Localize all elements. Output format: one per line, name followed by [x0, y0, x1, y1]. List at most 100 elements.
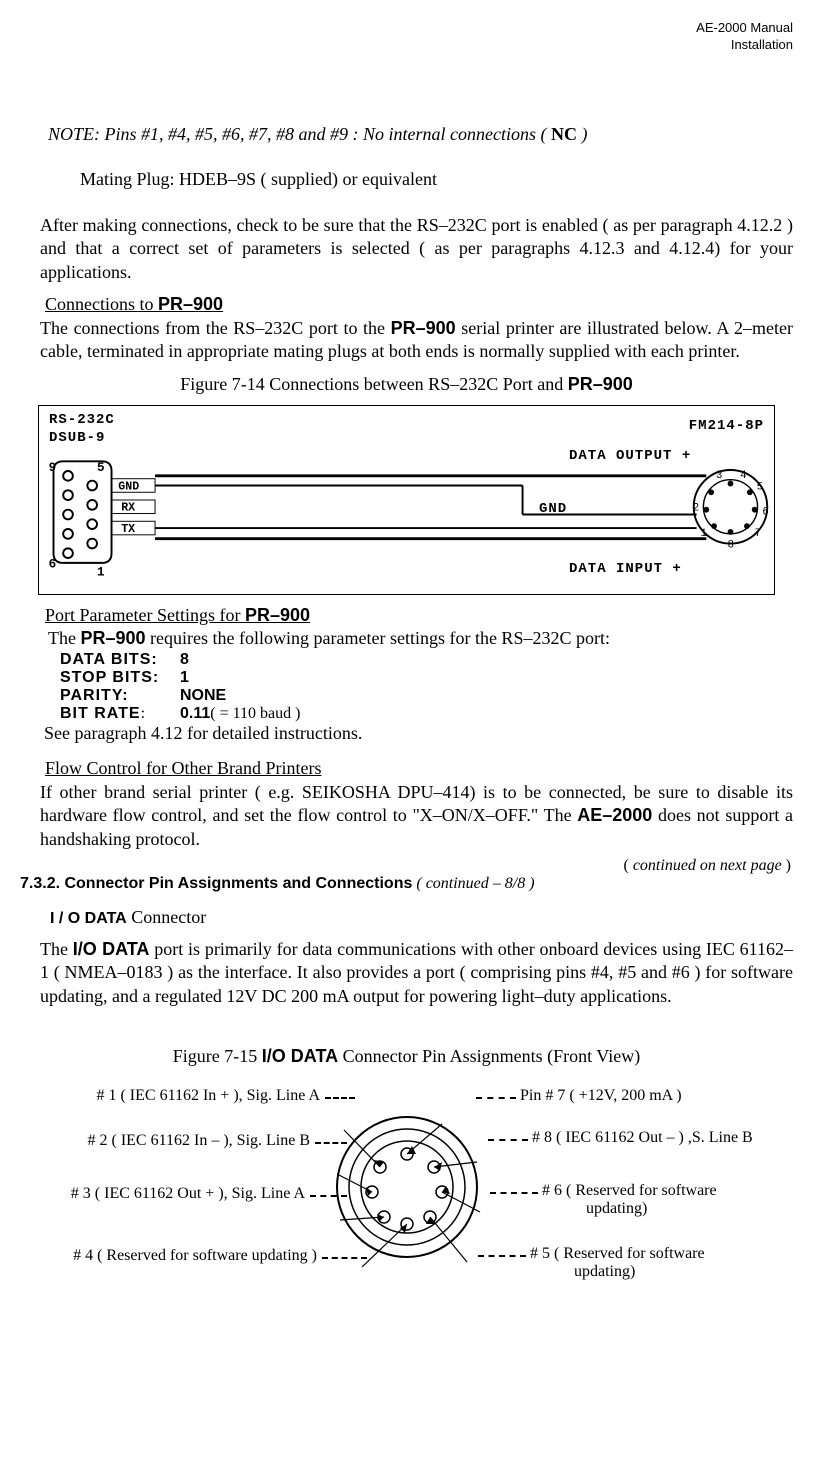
d1-gnd: GND: [539, 501, 567, 517]
param-table: DATA BITS: 8 STOP BITS: 1 PARITY: NONE B…: [60, 651, 793, 723]
mating-plug: Mating Plug: HDEB–9S ( supplied) or equi…: [80, 169, 793, 190]
fig714-bold: PR–900: [568, 374, 633, 394]
see-para: See paragraph 4.12 for detailed instruct…: [44, 723, 793, 744]
svg-text:6: 6: [762, 506, 768, 518]
pin5-label: # 5 ( Reserved for software updating): [530, 1245, 810, 1281]
section-cont: ( continued – 8/8 ): [412, 875, 534, 892]
pin7-dash: [476, 1097, 516, 1099]
pin6-b: updating): [586, 1200, 647, 1217]
svg-text:6: 6: [49, 557, 57, 571]
page-header: AE-2000 Manual Installation: [20, 20, 793, 54]
pin1-label: # 1 ( IEC 61162 In + ), Sig. Line A: [20, 1087, 320, 1105]
io-data-para: The I/O DATA port is primarily for data …: [40, 938, 793, 1008]
d1-fm214: FM214-8P: [689, 418, 764, 434]
svg-text:TX: TX: [121, 523, 135, 536]
svg-text:1: 1: [97, 565, 105, 579]
pin8-label: # 8 ( IEC 61162 Out – ) ,S. Line B: [532, 1129, 832, 1147]
param-row-databits: DATA BITS: 8: [60, 651, 793, 669]
pin7-label: Pin # 7 ( +12V, 200 mA ): [520, 1087, 820, 1105]
d1-dataout: DATA OUTPUT +: [569, 448, 691, 464]
note-prefix: NOTE: Pins #1, #4, #5, #6, #7, #8 and #9…: [48, 124, 551, 144]
page-container: AE-2000 Manual Installation NOTE: Pins #…: [0, 0, 833, 1307]
d1-rs232c: RS-232C: [49, 412, 115, 428]
port-params-intro-pre: The: [48, 628, 80, 648]
port-params-heading: Port Parameter Settings for PR–900: [45, 605, 793, 626]
fig715-bold: I/O DATA: [262, 1046, 338, 1066]
svg-text:4: 4: [740, 469, 746, 481]
pin5-dash: [478, 1255, 526, 1257]
conn-pr900-para: The connections from the RS–232C port to…: [40, 317, 793, 364]
io-para-mid: port is primarily for data communication…: [40, 939, 793, 1006]
io-para-bold1: I/O DATA: [73, 939, 150, 959]
stopbits-label: STOP BITS:: [60, 669, 180, 687]
svg-text:1: 1: [701, 528, 707, 540]
port-params-intro: The PR–900 requires the following parame…: [48, 628, 793, 649]
pin3-label: # 3 ( IEC 61162 Out + ), Sig. Line A: [5, 1185, 305, 1203]
io-heading-bold: I / O DATA: [50, 910, 127, 927]
svg-text:RX: RX: [121, 501, 135, 514]
pin1-dash: [325, 1097, 355, 1099]
svg-text:9: 9: [49, 461, 57, 475]
pin6-a: # 6 ( Reserved for software: [542, 1182, 717, 1199]
d1-dsub9: DSUB-9: [49, 430, 105, 446]
port-params-intro-bold: PR–900: [80, 628, 145, 648]
figure-7-15-caption: Figure 7-15 I/O DATA Connector Pin Assig…: [20, 1046, 793, 1067]
param-row-stopbits: STOP BITS: 1: [60, 669, 793, 687]
note-nc: NC: [551, 124, 577, 144]
svg-text:GND: GND: [118, 480, 139, 493]
io-heading-post: Connector: [127, 907, 206, 927]
param-row-parity: PARITY: NONE: [60, 687, 793, 705]
port-params-heading-bold: PR–900: [245, 605, 310, 625]
port-params-intro-post: requires the following parameter setting…: [146, 628, 610, 648]
conn-pr900-heading: Connections to PR–900: [45, 294, 793, 315]
pin2-dash: [315, 1142, 347, 1144]
port-params-heading-pre: Port Parameter Settings for: [45, 605, 245, 625]
parity-value: NONE: [180, 687, 226, 705]
parity-label: PARITY:: [60, 687, 180, 705]
flow-heading: Flow Control for Other Brand Printers: [45, 758, 793, 779]
svg-text:8: 8: [728, 539, 734, 551]
header-line1: AE-2000 Manual: [20, 20, 793, 37]
svg-text:2: 2: [693, 502, 699, 514]
svg-text:5: 5: [97, 461, 105, 475]
continued-next: ( ( continued on next page )continued on…: [20, 857, 791, 875]
section-7-3-2: 7.3.2. Connector Pin Assignments and Con…: [20, 875, 793, 893]
flow-para: If other brand serial printer ( e.g. SEI…: [40, 781, 793, 851]
pin5-a: # 5 ( Reserved for software: [530, 1245, 705, 1262]
pin8-dash: [488, 1139, 528, 1141]
io-para-pre: The: [40, 939, 73, 959]
stopbits-value: 1: [180, 669, 189, 687]
fig715-pre: Figure 7-15: [173, 1046, 262, 1066]
pin4-dash: [322, 1257, 367, 1259]
diagram2-svg: [322, 1102, 492, 1272]
conn-pr900-para-bold: PR–900: [391, 318, 456, 338]
figure-7-14-diagram: 5 9 6 1 GND RX TX: [38, 405, 775, 595]
pin3-dash: [310, 1195, 347, 1197]
pin4-label: # 4 ( Reserved for software updating ): [17, 1247, 317, 1265]
pin2-label: # 2 ( IEC 61162 In – ), Sig. Line B: [10, 1132, 310, 1150]
bitrate-label-text: BIT RATE: [60, 705, 141, 723]
svg-text:3: 3: [716, 469, 722, 481]
pin6-dash: [490, 1192, 538, 1194]
bitrate-note: ( = 110 baud ): [210, 705, 300, 723]
io-data-heading: I / O DATA Connector: [50, 907, 793, 928]
bitrate-value: 0.11: [180, 705, 210, 723]
after-making-para: After making connections, check to be su…: [40, 214, 793, 284]
conn-pr900-para-pre: The connections from the RS–232C port to…: [40, 318, 391, 338]
databits-value: 8: [180, 651, 189, 669]
svg-text:5: 5: [757, 481, 763, 493]
svg-text:7: 7: [755, 528, 761, 540]
bitrate-colon: :: [141, 705, 146, 723]
figure-7-15-diagram: # 1 ( IEC 61162 In + ), Sig. Line A # 2 …: [20, 1077, 793, 1297]
figure-7-14-caption: Figure 7-14 Connections between RS–232C …: [20, 374, 793, 395]
param-row-bitrate: BIT RATE: 0.11 ( = 110 baud ): [60, 705, 793, 723]
pin6-label: # 6 ( Reserved for software updating): [542, 1182, 822, 1218]
section-num: 7.3.2. Connector Pin Assignments and Con…: [20, 875, 412, 892]
note-suffix: ): [577, 124, 588, 144]
fig715-post: Connector Pin Assignments (Front View): [338, 1046, 640, 1066]
d1-datain: DATA INPUT +: [569, 561, 682, 577]
note-line: NOTE: Pins #1, #4, #5, #6, #7, #8 and #9…: [48, 124, 793, 145]
databits-label: DATA BITS:: [60, 651, 180, 669]
fig714-pre: Figure 7-14 Connections between RS–232C …: [180, 374, 567, 394]
bitrate-label: BIT RATE:: [60, 705, 180, 723]
